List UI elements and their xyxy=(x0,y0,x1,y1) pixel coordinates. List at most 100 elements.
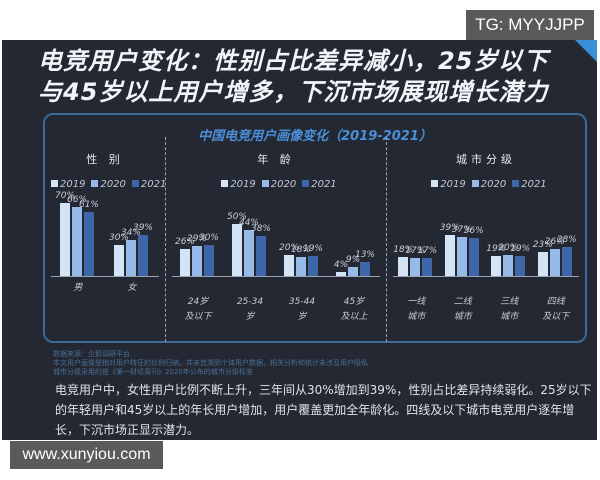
bar-2021: 36% xyxy=(464,226,484,276)
chart-box: 中国电竞用户画像变化（2019-2021） 性 别 2019 2020 2021 7… xyxy=(43,113,587,343)
bar-2020: 26% xyxy=(545,237,565,276)
note-line: 数据来源：企鹅调研平台 xyxy=(53,350,130,358)
value-label: 66% xyxy=(66,194,87,205)
value-label: 36% xyxy=(463,226,484,237)
infographic-panel: 电竞用户变化：性别占比差异减小，25岁以下 与45岁以上用户增多，下沉市场展现增… xyxy=(2,40,597,440)
bar-2021: 61% xyxy=(79,200,99,276)
data-source-notes: 数据来源：企鹅调研平台 本文用户画像是指对用户特征的比例归纳，并未追溯到个体用户… xyxy=(53,350,533,377)
bar-2020: 44% xyxy=(239,218,259,276)
value-label: 70% xyxy=(54,190,75,201)
legend-swatch-2021 xyxy=(131,180,139,187)
bar-2020: 34% xyxy=(121,228,141,276)
category-label: 25-34 岁 xyxy=(236,297,264,322)
legend: 2019 2020 2021 xyxy=(166,179,386,190)
bar-group: 18% 17% 17% xyxy=(393,245,437,276)
bar-2021: 17% xyxy=(417,246,437,276)
value-label: 4% xyxy=(333,259,349,270)
value-label: 17% xyxy=(417,246,438,257)
x-axis-line xyxy=(51,276,159,277)
summary-text: 电竞用户中，女性用户比例不断上升，三年间从30%增加到39%，性别占比差异持续弱… xyxy=(55,383,592,437)
bar-2021: 38% xyxy=(251,224,271,276)
legend-label: 2019 xyxy=(440,179,466,190)
value-label: 19% xyxy=(302,244,323,255)
note-line: 本文用户画像是指对用户特征的比例归纳，并未追溯到个体用户数据，相关分析和统计未涉… xyxy=(53,359,368,367)
bar-group: 23% 26% 28% xyxy=(533,235,577,276)
bar-2021: 19% xyxy=(303,244,323,276)
legend-swatch-2021 xyxy=(512,180,520,187)
plot-area: 26% 29% 30% 24岁 及以下 50% 44% 38% 25-34 岁 20% 18% 19% 3… xyxy=(166,195,386,325)
category-label: 男 xyxy=(73,283,83,293)
bar-2019: 30% xyxy=(109,233,129,276)
category-label: 45岁 及以上 xyxy=(340,297,368,322)
bar-group: 26% 29% 30% xyxy=(175,233,219,276)
bar-2020: 20% xyxy=(498,243,518,276)
bar-2019: 39% xyxy=(440,223,460,276)
category-label: 一线 城市 xyxy=(407,297,426,322)
value-label: 26% xyxy=(174,236,195,247)
bar-2019: 4% xyxy=(334,260,348,276)
value-label: 20% xyxy=(278,243,299,253)
x-axis-line xyxy=(172,276,380,277)
legend-swatch-2020 xyxy=(91,180,99,187)
value-label: 37% xyxy=(451,225,472,236)
bar-2020: 17% xyxy=(405,246,425,276)
section-divider xyxy=(165,137,166,342)
value-label: 44% xyxy=(238,217,259,228)
value-label: 29% xyxy=(186,233,207,244)
headline: 电竞用户变化：性别占比差异减小，25岁以下 与45岁以上用户增多，下沉市场展现增… xyxy=(38,46,578,108)
chart-title: 中国电竞用户画像变化（2019-2021） xyxy=(198,129,432,144)
category-label: 24岁 及以下 xyxy=(184,297,212,322)
bar-group: 50% 44% 38% xyxy=(227,212,271,276)
section-title: 性 别 xyxy=(86,153,124,166)
watermark-site: www.xunyiou.com xyxy=(10,441,163,469)
value-label: 28% xyxy=(556,234,577,245)
section-title: 年 龄 xyxy=(257,153,295,166)
category-label: 二线 城市 xyxy=(453,297,472,322)
legend-label: 2021 xyxy=(311,179,337,190)
legend-swatch-2019 xyxy=(51,180,58,187)
bar-2021: 30% xyxy=(199,233,219,276)
legend-label: 2020 xyxy=(480,179,507,190)
value-label: 17% xyxy=(405,246,426,257)
value-label: 39% xyxy=(439,223,460,234)
bar-2020: 66% xyxy=(67,195,87,276)
value-label: 18% xyxy=(290,245,311,256)
legend-swatch-2019 xyxy=(431,180,439,187)
value-label: 13% xyxy=(354,250,375,261)
headline-line-2: 与45岁以上用户增多，下沉市场展现增长潜力 xyxy=(38,78,549,106)
value-label: 20% xyxy=(498,243,519,253)
bar-2020: 18% xyxy=(291,245,311,276)
bar-2019: 18% xyxy=(393,245,413,276)
bar-2020: 29% xyxy=(187,234,207,276)
bar-group: 30% 34% 39% xyxy=(109,223,153,276)
bar-2021: 19% xyxy=(510,244,530,276)
bar-group: 19% 20% 19% xyxy=(486,243,530,276)
bar-group: 39% 37% 36% xyxy=(440,223,484,276)
bar-2021: 13% xyxy=(355,250,375,276)
value-label: 38% xyxy=(250,224,271,235)
legend-label: 2020 xyxy=(270,179,297,190)
legend-swatch-2020 xyxy=(261,180,269,187)
bar-2021: 28% xyxy=(557,235,577,276)
bar-2019: 20% xyxy=(279,243,299,276)
value-label: 19% xyxy=(486,244,507,255)
bar-2020: 37% xyxy=(452,225,472,276)
bar-group: 4% 9% 13% xyxy=(334,250,375,276)
legend: 2019 2020 2021 xyxy=(387,179,585,190)
legend-swatch-2021 xyxy=(302,180,310,187)
legend-label: 2019 xyxy=(230,179,256,190)
value-label: 30% xyxy=(198,232,219,243)
plot-area: 70% 66% 61% 男 30% 34% 39% 女 xyxy=(45,191,165,325)
section-title: 城市分级 xyxy=(456,153,516,166)
value-label: 34% xyxy=(120,228,141,239)
section-divider xyxy=(386,137,387,342)
watermark-tg: TG: MYYJJPP xyxy=(466,10,594,40)
value-label: 23% xyxy=(532,239,553,250)
legend: 2019 2020 2021 xyxy=(45,179,166,190)
bar-group: 20% 18% 19% xyxy=(279,243,323,276)
corner-accent xyxy=(575,40,597,62)
x-axis-line xyxy=(393,276,579,277)
value-label: 30% xyxy=(108,232,129,243)
value-label: 19% xyxy=(510,244,531,255)
value-label: 9% xyxy=(345,254,361,265)
